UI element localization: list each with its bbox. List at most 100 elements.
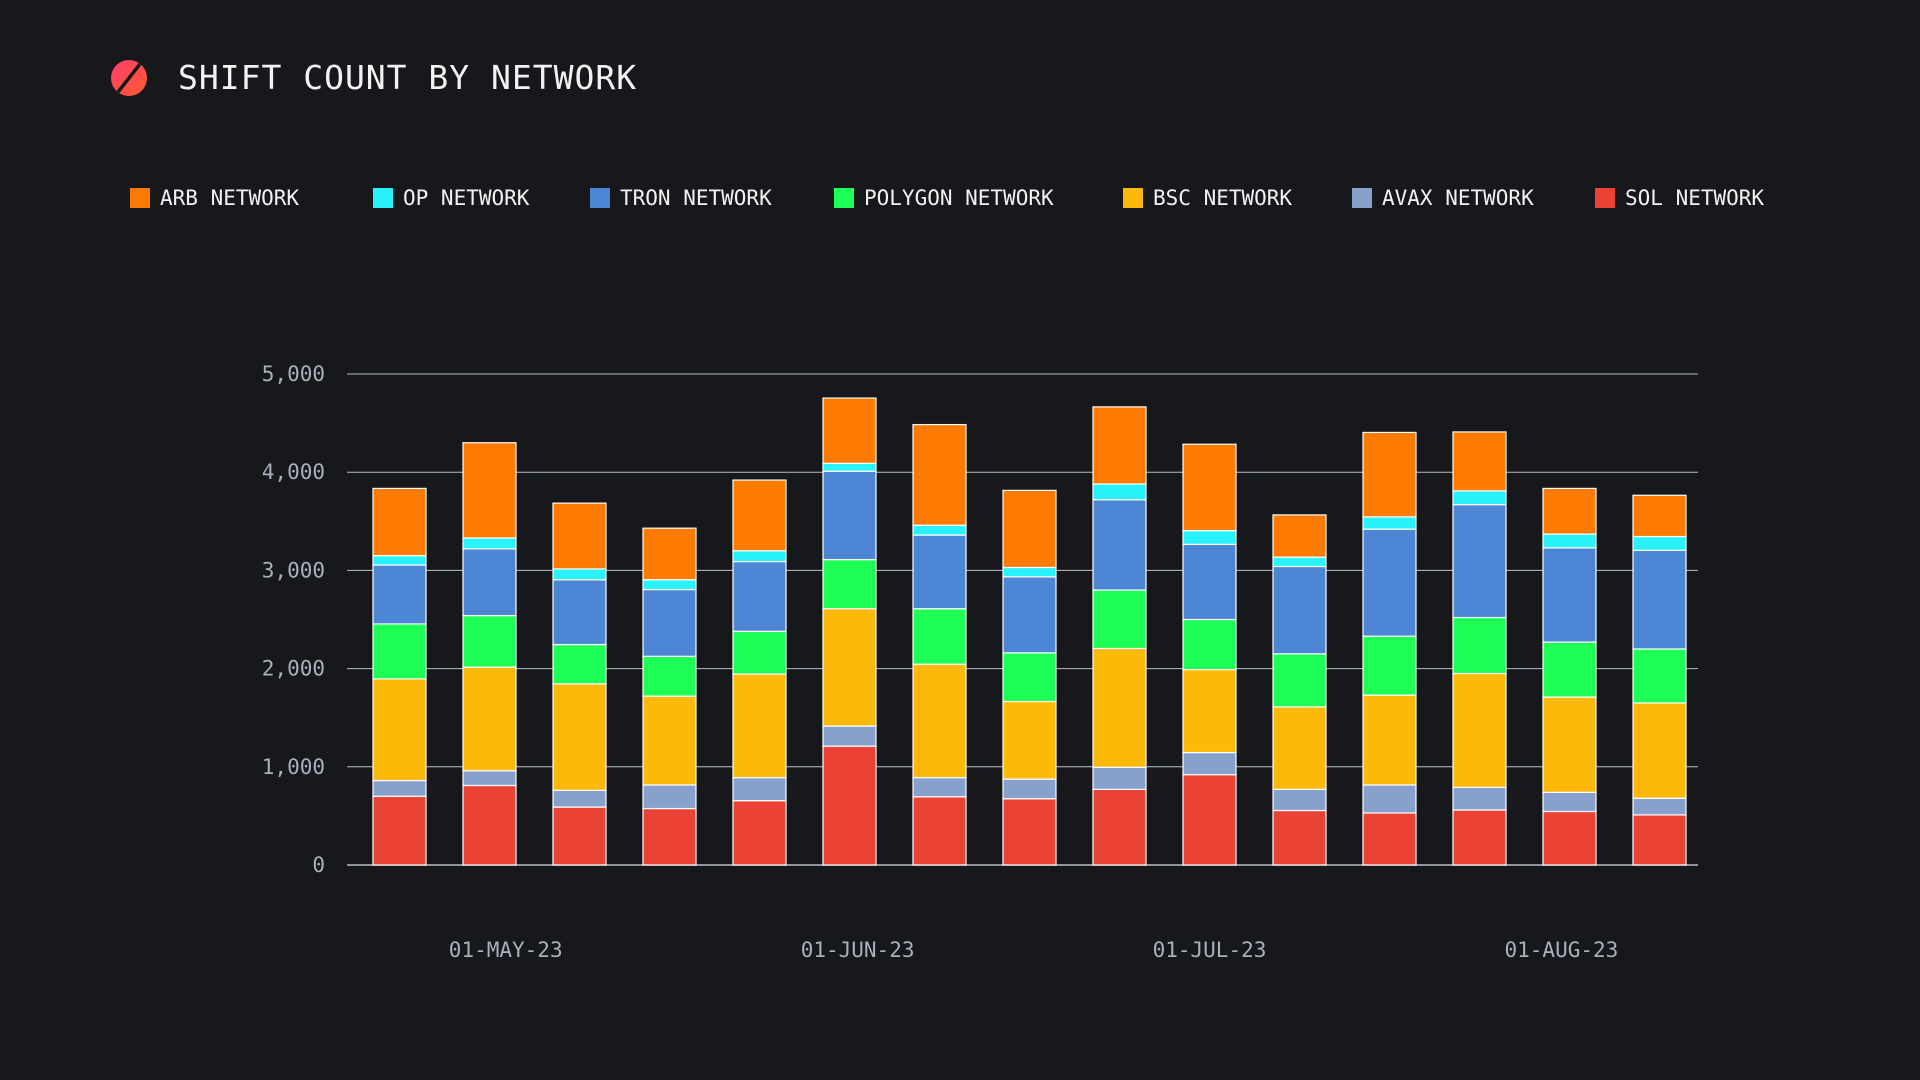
bar-segment-polygon-network[interactable] <box>1272 653 1327 708</box>
bar-segment-polygon-network[interactable] <box>1182 618 1237 671</box>
bar-stack[interactable] <box>1452 431 1507 866</box>
bar-segment-tron-network[interactable] <box>912 534 967 610</box>
bar-stack[interactable] <box>1362 431 1417 866</box>
bar-segment-bsc-network[interactable] <box>822 608 877 727</box>
bar-segment-sol-network[interactable] <box>1542 810 1597 866</box>
bar-segment-avax-network[interactable] <box>1632 797 1687 816</box>
bar-stack[interactable] <box>1092 406 1147 866</box>
bar-segment-polygon-network[interactable] <box>1452 616 1507 675</box>
bar-segment-arb-network[interactable] <box>912 423 967 526</box>
bar-segment-sol-network[interactable] <box>1182 774 1237 866</box>
bar-segment-arb-network[interactable] <box>1452 431 1507 492</box>
bar-segment-avax-network[interactable] <box>1542 791 1597 813</box>
bar-segment-polygon-network[interactable] <box>1542 641 1597 698</box>
bar-segment-arb-network[interactable] <box>1002 489 1057 569</box>
bar-segment-tron-network[interactable] <box>1092 499 1147 591</box>
bar-segment-arb-network[interactable] <box>552 502 607 570</box>
bar-segment-op-network[interactable] <box>1452 490 1507 506</box>
bar-segment-op-network[interactable] <box>1632 535 1687 551</box>
legend-item[interactable]: TRON NETWORK <box>590 186 834 210</box>
bar-segment-tron-network[interactable] <box>1002 576 1057 654</box>
bar-segment-tron-network[interactable] <box>1452 504 1507 619</box>
bar-segment-bsc-network[interactable] <box>732 673 787 779</box>
bar-stack[interactable] <box>1272 514 1327 866</box>
legend-item[interactable]: BSC NETWORK <box>1123 186 1352 210</box>
bar-segment-bsc-network[interactable] <box>552 683 607 791</box>
bar-segment-avax-network[interactable] <box>1362 784 1417 814</box>
legend-item[interactable]: SOL NETWORK <box>1595 186 1795 210</box>
bar-segment-bsc-network[interactable] <box>372 678 427 782</box>
bar-stack[interactable] <box>732 479 787 866</box>
bar-segment-arb-network[interactable] <box>732 479 787 552</box>
bar-stack[interactable] <box>822 397 877 866</box>
bar-segment-op-network[interactable] <box>912 524 967 536</box>
legend-item[interactable]: ARB NETWORK <box>130 186 373 210</box>
bar-segment-polygon-network[interactable] <box>1002 652 1057 703</box>
bar-segment-tron-network[interactable] <box>732 560 787 632</box>
bar-segment-bsc-network[interactable] <box>1452 672 1507 789</box>
bar-segment-bsc-network[interactable] <box>1182 668 1237 754</box>
bar-segment-polygon-network[interactable] <box>822 558 877 610</box>
bar-segment-avax-network[interactable] <box>642 784 697 810</box>
bar-segment-sol-network[interactable] <box>462 784 517 866</box>
bar-segment-tron-network[interactable] <box>552 579 607 646</box>
bar-segment-bsc-network[interactable] <box>642 695 697 786</box>
bar-segment-sol-network[interactable] <box>912 796 967 866</box>
bar-segment-sol-network[interactable] <box>552 806 607 866</box>
bar-segment-avax-network[interactable] <box>732 777 787 802</box>
bar-stack[interactable] <box>552 502 607 866</box>
bar-segment-sol-network[interactable] <box>1092 788 1147 866</box>
bar-segment-sol-network[interactable] <box>642 807 697 866</box>
bar-segment-avax-network[interactable] <box>552 789 607 808</box>
bar-segment-arb-network[interactable] <box>372 487 427 557</box>
bar-segment-arb-network[interactable] <box>642 527 697 581</box>
bar-stack[interactable] <box>1632 494 1687 866</box>
bar-segment-polygon-network[interactable] <box>642 655 697 697</box>
bar-segment-tron-network[interactable] <box>1182 543 1237 621</box>
bar-stack[interactable] <box>372 487 427 866</box>
bar-segment-sol-network[interactable] <box>822 745 877 866</box>
bar-segment-sol-network[interactable] <box>1272 809 1327 866</box>
legend-item[interactable]: POLYGON NETWORK <box>834 186 1123 210</box>
bar-segment-tron-network[interactable] <box>462 548 517 617</box>
bar-segment-op-network[interactable] <box>822 462 877 472</box>
bar-segment-tron-network[interactable] <box>1272 565 1327 655</box>
bar-segment-polygon-network[interactable] <box>1092 589 1147 650</box>
bar-segment-arb-network[interactable] <box>1272 514 1327 558</box>
bar-segment-bsc-network[interactable] <box>1632 702 1687 799</box>
bar-segment-avax-network[interactable] <box>372 779 427 797</box>
bar-segment-bsc-network[interactable] <box>1362 694 1417 786</box>
bar-segment-avax-network[interactable] <box>462 770 517 787</box>
bar-segment-arb-network[interactable] <box>1182 443 1237 532</box>
bar-segment-bsc-network[interactable] <box>912 663 967 779</box>
bar-segment-sol-network[interactable] <box>372 795 427 866</box>
bar-segment-sol-network[interactable] <box>732 800 787 866</box>
bar-segment-polygon-network[interactable] <box>372 623 427 680</box>
bar-segment-sol-network[interactable] <box>1002 798 1057 866</box>
bar-segment-polygon-network[interactable] <box>732 630 787 675</box>
bar-segment-op-network[interactable] <box>1272 556 1327 568</box>
bar-segment-polygon-network[interactable] <box>1362 635 1417 696</box>
bar-segment-op-network[interactable] <box>1362 516 1417 530</box>
bar-segment-op-network[interactable] <box>642 579 697 591</box>
bar-segment-avax-network[interactable] <box>1002 778 1057 800</box>
bar-segment-sol-network[interactable] <box>1362 812 1417 866</box>
bar-stack[interactable] <box>912 423 967 866</box>
bar-segment-bsc-network[interactable] <box>1272 706 1327 790</box>
legend-item[interactable]: AVAX NETWORK <box>1352 186 1595 210</box>
bar-segment-polygon-network[interactable] <box>462 614 517 668</box>
bar-segment-op-network[interactable] <box>462 537 517 550</box>
bar-segment-sol-network[interactable] <box>1632 814 1687 866</box>
bar-stack[interactable] <box>1182 443 1237 866</box>
bar-segment-arb-network[interactable] <box>1542 487 1597 535</box>
bar-segment-arb-network[interactable] <box>462 442 517 539</box>
bar-stack[interactable] <box>462 442 517 866</box>
bar-segment-arb-network[interactable] <box>1362 431 1417 518</box>
bar-segment-avax-network[interactable] <box>1092 766 1147 790</box>
bar-segment-arb-network[interactable] <box>822 397 877 464</box>
bar-segment-tron-network[interactable] <box>1542 547 1597 643</box>
legend-item[interactable]: OP NETWORK <box>373 186 590 210</box>
bar-segment-op-network[interactable] <box>372 555 427 566</box>
bar-segment-op-network[interactable] <box>1002 566 1057 578</box>
bar-segment-op-network[interactable] <box>1542 533 1597 549</box>
